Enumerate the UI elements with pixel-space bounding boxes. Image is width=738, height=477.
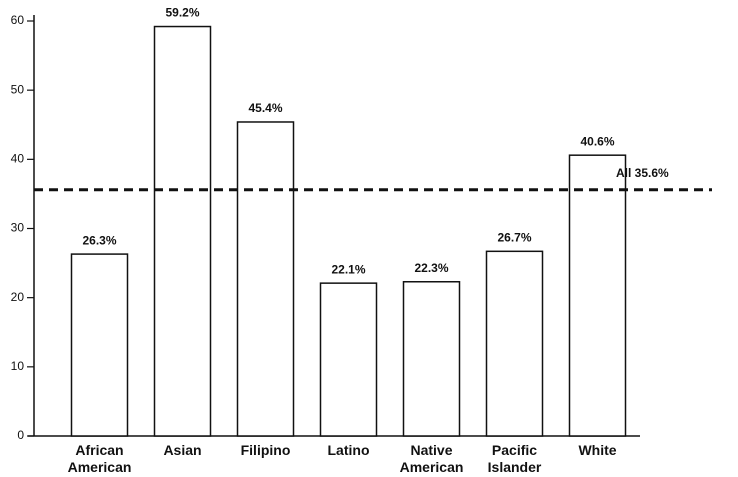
value-label: 26.3% xyxy=(82,233,116,247)
x-tick-label: Latino xyxy=(327,442,370,458)
value-label: 40.6% xyxy=(580,134,614,148)
x-tick-label: White xyxy=(578,442,617,458)
x-tick-label: African American xyxy=(67,442,132,475)
y-tick-label: 60 xyxy=(11,13,25,27)
value-label: 22.1% xyxy=(331,262,365,276)
x-tick-label: Filipino xyxy=(240,442,291,458)
x-tick-label: Native American xyxy=(399,442,464,475)
bar xyxy=(485,250,544,437)
value-label: 59.2% xyxy=(165,6,199,20)
value-label: 26.7% xyxy=(497,230,531,244)
y-tick-label: 10 xyxy=(11,359,25,373)
y-tick-label: 50 xyxy=(11,82,25,96)
y-tick-label: 0 xyxy=(17,428,24,442)
x-tick-label: Pacific Islander xyxy=(487,442,542,475)
x-tick-label: Asian xyxy=(163,442,202,458)
bar xyxy=(153,25,212,437)
y-tick-label: 40 xyxy=(11,152,25,166)
bar xyxy=(236,121,295,437)
reference-label: All 35.6% xyxy=(616,166,669,180)
bar xyxy=(319,282,378,437)
y-tick-label: 30 xyxy=(11,221,25,235)
bar xyxy=(568,154,627,437)
y-tick-label: 20 xyxy=(11,290,25,304)
bar xyxy=(70,253,129,437)
value-label: 22.3% xyxy=(414,261,448,275)
value-label: 45.4% xyxy=(248,101,282,115)
bar xyxy=(402,281,461,437)
